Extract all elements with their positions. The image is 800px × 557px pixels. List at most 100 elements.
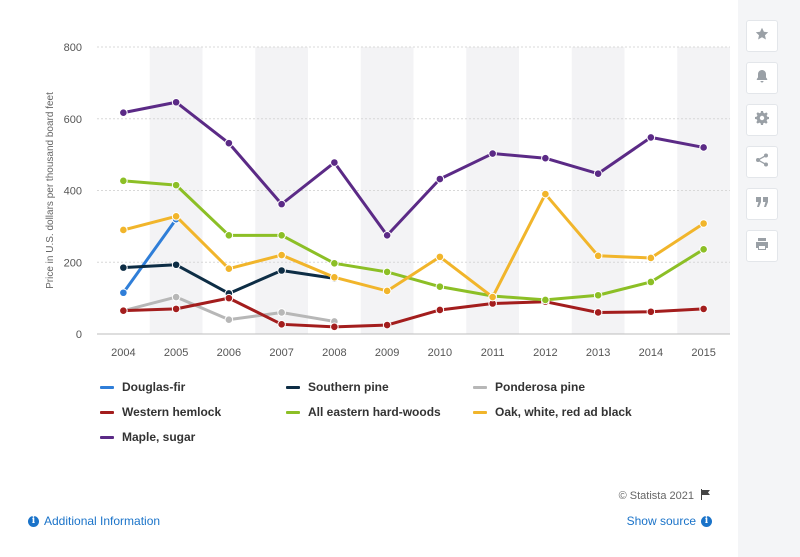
data-point-all-eastern-hard-woods bbox=[224, 231, 234, 240]
data-point-western-hemlock bbox=[277, 320, 286, 329]
data-point-maple-sugar bbox=[171, 97, 181, 107]
legend-swatch bbox=[100, 410, 114, 414]
y-tick-label: 600 bbox=[64, 114, 82, 126]
legend-item-western-hemlock[interactable]: Western hemlock bbox=[100, 405, 221, 419]
data-point-western-hemlock bbox=[435, 305, 445, 315]
share-button[interactable] bbox=[746, 146, 778, 178]
y-tick-label: 400 bbox=[64, 186, 82, 198]
data-point-all-eastern-hard-woods bbox=[119, 176, 128, 186]
data-point-maple-sugar bbox=[699, 143, 708, 152]
data-point-western-hemlock bbox=[382, 320, 392, 330]
legend-label: Ponderosa pine bbox=[495, 380, 586, 394]
series-line-western-hemlock bbox=[121, 296, 706, 329]
data-point-oak-white-red-ad-black bbox=[171, 212, 181, 221]
data-point-maple-sugar bbox=[435, 174, 445, 184]
legend-item-ponderosa-pine[interactable]: Ponderosa pine bbox=[473, 380, 585, 394]
data-point-maple-sugar bbox=[330, 158, 339, 167]
flag-icon bbox=[700, 489, 712, 503]
data-point-maple-sugar bbox=[119, 108, 128, 117]
data-point-oak-white-red-ad-black bbox=[382, 286, 392, 296]
data-point-oak-white-red-ad-black bbox=[119, 225, 128, 235]
x-tick-label: 2012 bbox=[533, 347, 557, 359]
y-tick-label: 200 bbox=[64, 257, 82, 269]
data-point-oak-white-red-ad-black bbox=[593, 251, 603, 261]
data-point-maple-sugar bbox=[224, 138, 234, 148]
data-point-southern-pine bbox=[171, 260, 181, 270]
legend-label: All eastern hard-woods bbox=[308, 405, 441, 419]
cite-button[interactable] bbox=[746, 188, 778, 220]
data-point-oak-white-red-ad-black bbox=[541, 189, 550, 199]
notification-button[interactable] bbox=[746, 62, 778, 94]
action-sidebar bbox=[746, 20, 780, 272]
series-line-douglas-fir bbox=[121, 217, 178, 295]
data-point-western-hemlock bbox=[224, 293, 234, 303]
x-tick-label: 2013 bbox=[586, 347, 610, 359]
data-point-oak-white-red-ad-black bbox=[330, 273, 339, 282]
data-point-maple-sugar bbox=[488, 149, 497, 158]
data-point-maple-sugar bbox=[593, 169, 603, 178]
x-tick-label: 2015 bbox=[691, 347, 715, 359]
data-point-all-eastern-hard-woods bbox=[277, 231, 286, 240]
y-tick-label: 0 bbox=[76, 329, 82, 341]
data-point-oak-white-red-ad-black bbox=[646, 253, 656, 263]
legend-item-southern-pine[interactable]: Southern pine bbox=[286, 380, 389, 394]
chart-card: 0 200 400 600 800 2004 2005 2006 2007 2008 2009 201… bbox=[0, 0, 738, 557]
series-line-all-eastern-hard-woods bbox=[121, 179, 706, 302]
data-point-southern-pine bbox=[119, 263, 128, 272]
legend-swatch bbox=[100, 385, 114, 389]
line-chart: 0 200 400 600 800 2004 2005 2006 2007 2008 2009 201… bbox=[45, 42, 730, 359]
data-point-all-eastern-hard-woods bbox=[435, 282, 445, 291]
legend-item-douglas-fir[interactable]: Douglas-fir bbox=[100, 380, 185, 394]
data-point-ponderosa-pine bbox=[171, 292, 181, 302]
data-point-oak-white-red-ad-black bbox=[224, 264, 234, 274]
data-point-western-hemlock bbox=[593, 308, 603, 317]
data-point-western-hemlock bbox=[646, 307, 656, 317]
y-tick-label: 800 bbox=[64, 42, 82, 54]
legend-label: Oak, white, red ad black bbox=[495, 405, 632, 419]
data-point-all-eastern-hard-woods bbox=[541, 295, 550, 305]
credit-text: © Statista 2021 bbox=[618, 490, 694, 502]
legend-label: Western hemlock bbox=[122, 405, 222, 419]
x-tick-label: 2005 bbox=[164, 347, 188, 359]
x-tick-label: 2007 bbox=[269, 347, 293, 359]
share-icon bbox=[755, 153, 769, 172]
data-point-western-hemlock bbox=[171, 304, 181, 314]
settings-button[interactable] bbox=[746, 104, 778, 136]
data-point-all-eastern-hard-woods bbox=[593, 290, 603, 300]
data-point-oak-white-red-ad-black bbox=[435, 252, 445, 262]
show-source-link[interactable]: Show source i bbox=[627, 514, 712, 528]
data-point-all-eastern-hard-woods bbox=[646, 277, 656, 287]
x-tick-label: 2009 bbox=[375, 347, 399, 359]
x-tick-label: 2014 bbox=[639, 347, 663, 359]
data-point-oak-white-red-ad-black bbox=[699, 219, 708, 228]
data-point-southern-pine bbox=[277, 266, 286, 275]
show-source-label: Show source bbox=[626, 514, 696, 528]
additional-information-label: Additional Information bbox=[44, 514, 161, 528]
data-point-ponderosa-pine bbox=[277, 308, 286, 317]
legend-label: Maple, sugar bbox=[122, 430, 196, 444]
legend-item-maple-sugar[interactable]: Maple, sugar bbox=[100, 430, 195, 444]
data-point-all-eastern-hard-woods bbox=[171, 180, 181, 190]
bell-icon bbox=[755, 69, 769, 88]
data-point-maple-sugar bbox=[382, 231, 392, 240]
x-tick-label: 2006 bbox=[217, 347, 241, 359]
additional-information-link[interactable]: i Additional Information bbox=[28, 514, 160, 528]
legend-item-oak[interactable]: Oak, white, red ad black bbox=[473, 405, 632, 419]
legend-swatch bbox=[286, 410, 300, 414]
legend-swatch bbox=[473, 385, 487, 389]
x-tick-label: 2010 bbox=[428, 347, 452, 359]
x-tick-label: 2011 bbox=[481, 347, 505, 359]
gear-icon bbox=[755, 110, 769, 130]
legend-label: Douglas-fir bbox=[122, 380, 186, 394]
data-point-maple-sugar bbox=[646, 133, 656, 142]
legend-item-all-eastern-hardwoods[interactable]: All eastern hard-woods bbox=[286, 405, 441, 419]
legend-swatch bbox=[473, 410, 487, 414]
x-tick-label: 2004 bbox=[111, 347, 135, 359]
statista-credit[interactable]: © Statista 2021 bbox=[619, 489, 712, 503]
data-point-western-hemlock bbox=[699, 304, 708, 314]
quote-icon bbox=[755, 195, 769, 214]
data-point-douglas-fir bbox=[119, 288, 128, 298]
data-point-oak-white-red-ad-black bbox=[277, 250, 286, 260]
favorite-button[interactable] bbox=[746, 20, 778, 52]
print-button[interactable] bbox=[746, 230, 778, 262]
